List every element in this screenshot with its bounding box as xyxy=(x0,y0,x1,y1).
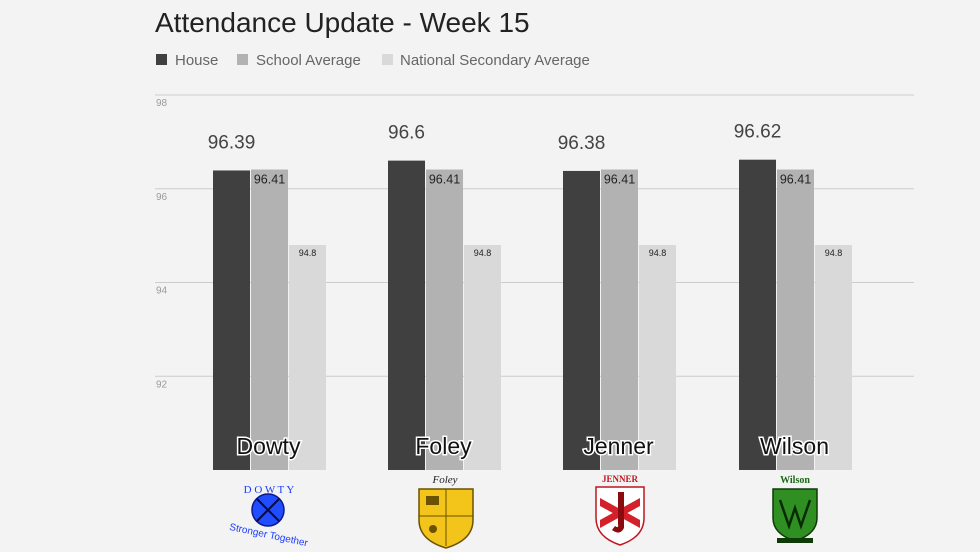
bar-wilson-school xyxy=(777,169,814,470)
data-label-foley-school: 96.41 xyxy=(429,173,460,187)
data-label-dowty-school: 96.41 xyxy=(254,173,285,187)
category-label-foley: Foley xyxy=(415,433,472,459)
bar-wilson-national xyxy=(815,245,852,470)
bar-jenner-national xyxy=(639,245,676,470)
legend-label-school: School Average xyxy=(256,52,361,69)
y-tick-94: 94 xyxy=(156,286,168,297)
data-labels: 96.39 96.41 94.8 96.6 96.41 94.8 96.38 96.41 94.… xyxy=(208,122,843,258)
wilson-logo: Wilson xyxy=(772,475,818,543)
chart-title: Attendance Update - Week 15 xyxy=(155,7,530,38)
y-tick-96: 96 xyxy=(156,192,168,203)
jenner-logo-name: JENNER xyxy=(602,474,639,484)
bar-foley-house xyxy=(388,160,425,470)
data-label-foley-national: 94.8 xyxy=(474,248,492,258)
data-label-foley-house: 96.6 xyxy=(388,123,425,144)
foley-logo: Foley xyxy=(418,474,474,549)
y-axis-ticks: 92 94 96 98 xyxy=(156,98,168,390)
dowty-logo-letters: D O W T Y xyxy=(244,484,295,496)
category-label-wilson: Wilson xyxy=(760,433,829,459)
data-label-jenner-house: 96.38 xyxy=(558,133,606,154)
bar-jenner-house xyxy=(563,170,600,470)
legend-label-house: House xyxy=(175,52,218,69)
data-label-dowty-house: 96.39 xyxy=(208,132,256,153)
jenner-logo: JENNER xyxy=(595,474,645,546)
dowty-logo: D O W T Y Stronger Together xyxy=(228,484,309,549)
foley-logo-name: Foley xyxy=(431,474,457,486)
bar-foley-national xyxy=(464,245,501,470)
wilson-logo-name: Wilson xyxy=(780,475,810,486)
y-tick-98: 98 xyxy=(156,98,168,109)
y-tick-92: 92 xyxy=(156,379,168,390)
bar-dowty-school xyxy=(251,169,288,470)
category-label-jenner: Jenner xyxy=(583,433,654,459)
bars xyxy=(213,159,852,470)
data-label-jenner-national: 94.8 xyxy=(649,248,667,258)
data-label-wilson-national: 94.8 xyxy=(825,248,843,258)
bar-dowty-house xyxy=(213,170,250,470)
legend-swatch-national xyxy=(382,54,393,65)
legend-swatch-school xyxy=(237,54,248,65)
category-labels: Dowty Foley Jenner Wilson xyxy=(235,432,830,461)
bar-dowty-national xyxy=(289,245,326,470)
legend: House School Average National Secondary … xyxy=(156,52,590,69)
category-label-dowty: Dowty xyxy=(237,433,301,459)
data-label-dowty-national: 94.8 xyxy=(299,248,317,258)
bar-jenner-school xyxy=(601,169,638,470)
data-label-jenner-school: 96.41 xyxy=(604,173,635,187)
bar-wilson-house xyxy=(739,159,776,470)
legend-label-national: National Secondary Average xyxy=(400,52,590,69)
legend-swatch-house xyxy=(156,54,167,65)
data-label-wilson-house: 96.62 xyxy=(734,122,782,143)
data-label-wilson-school: 96.41 xyxy=(780,173,811,187)
bar-foley-school xyxy=(426,169,463,470)
